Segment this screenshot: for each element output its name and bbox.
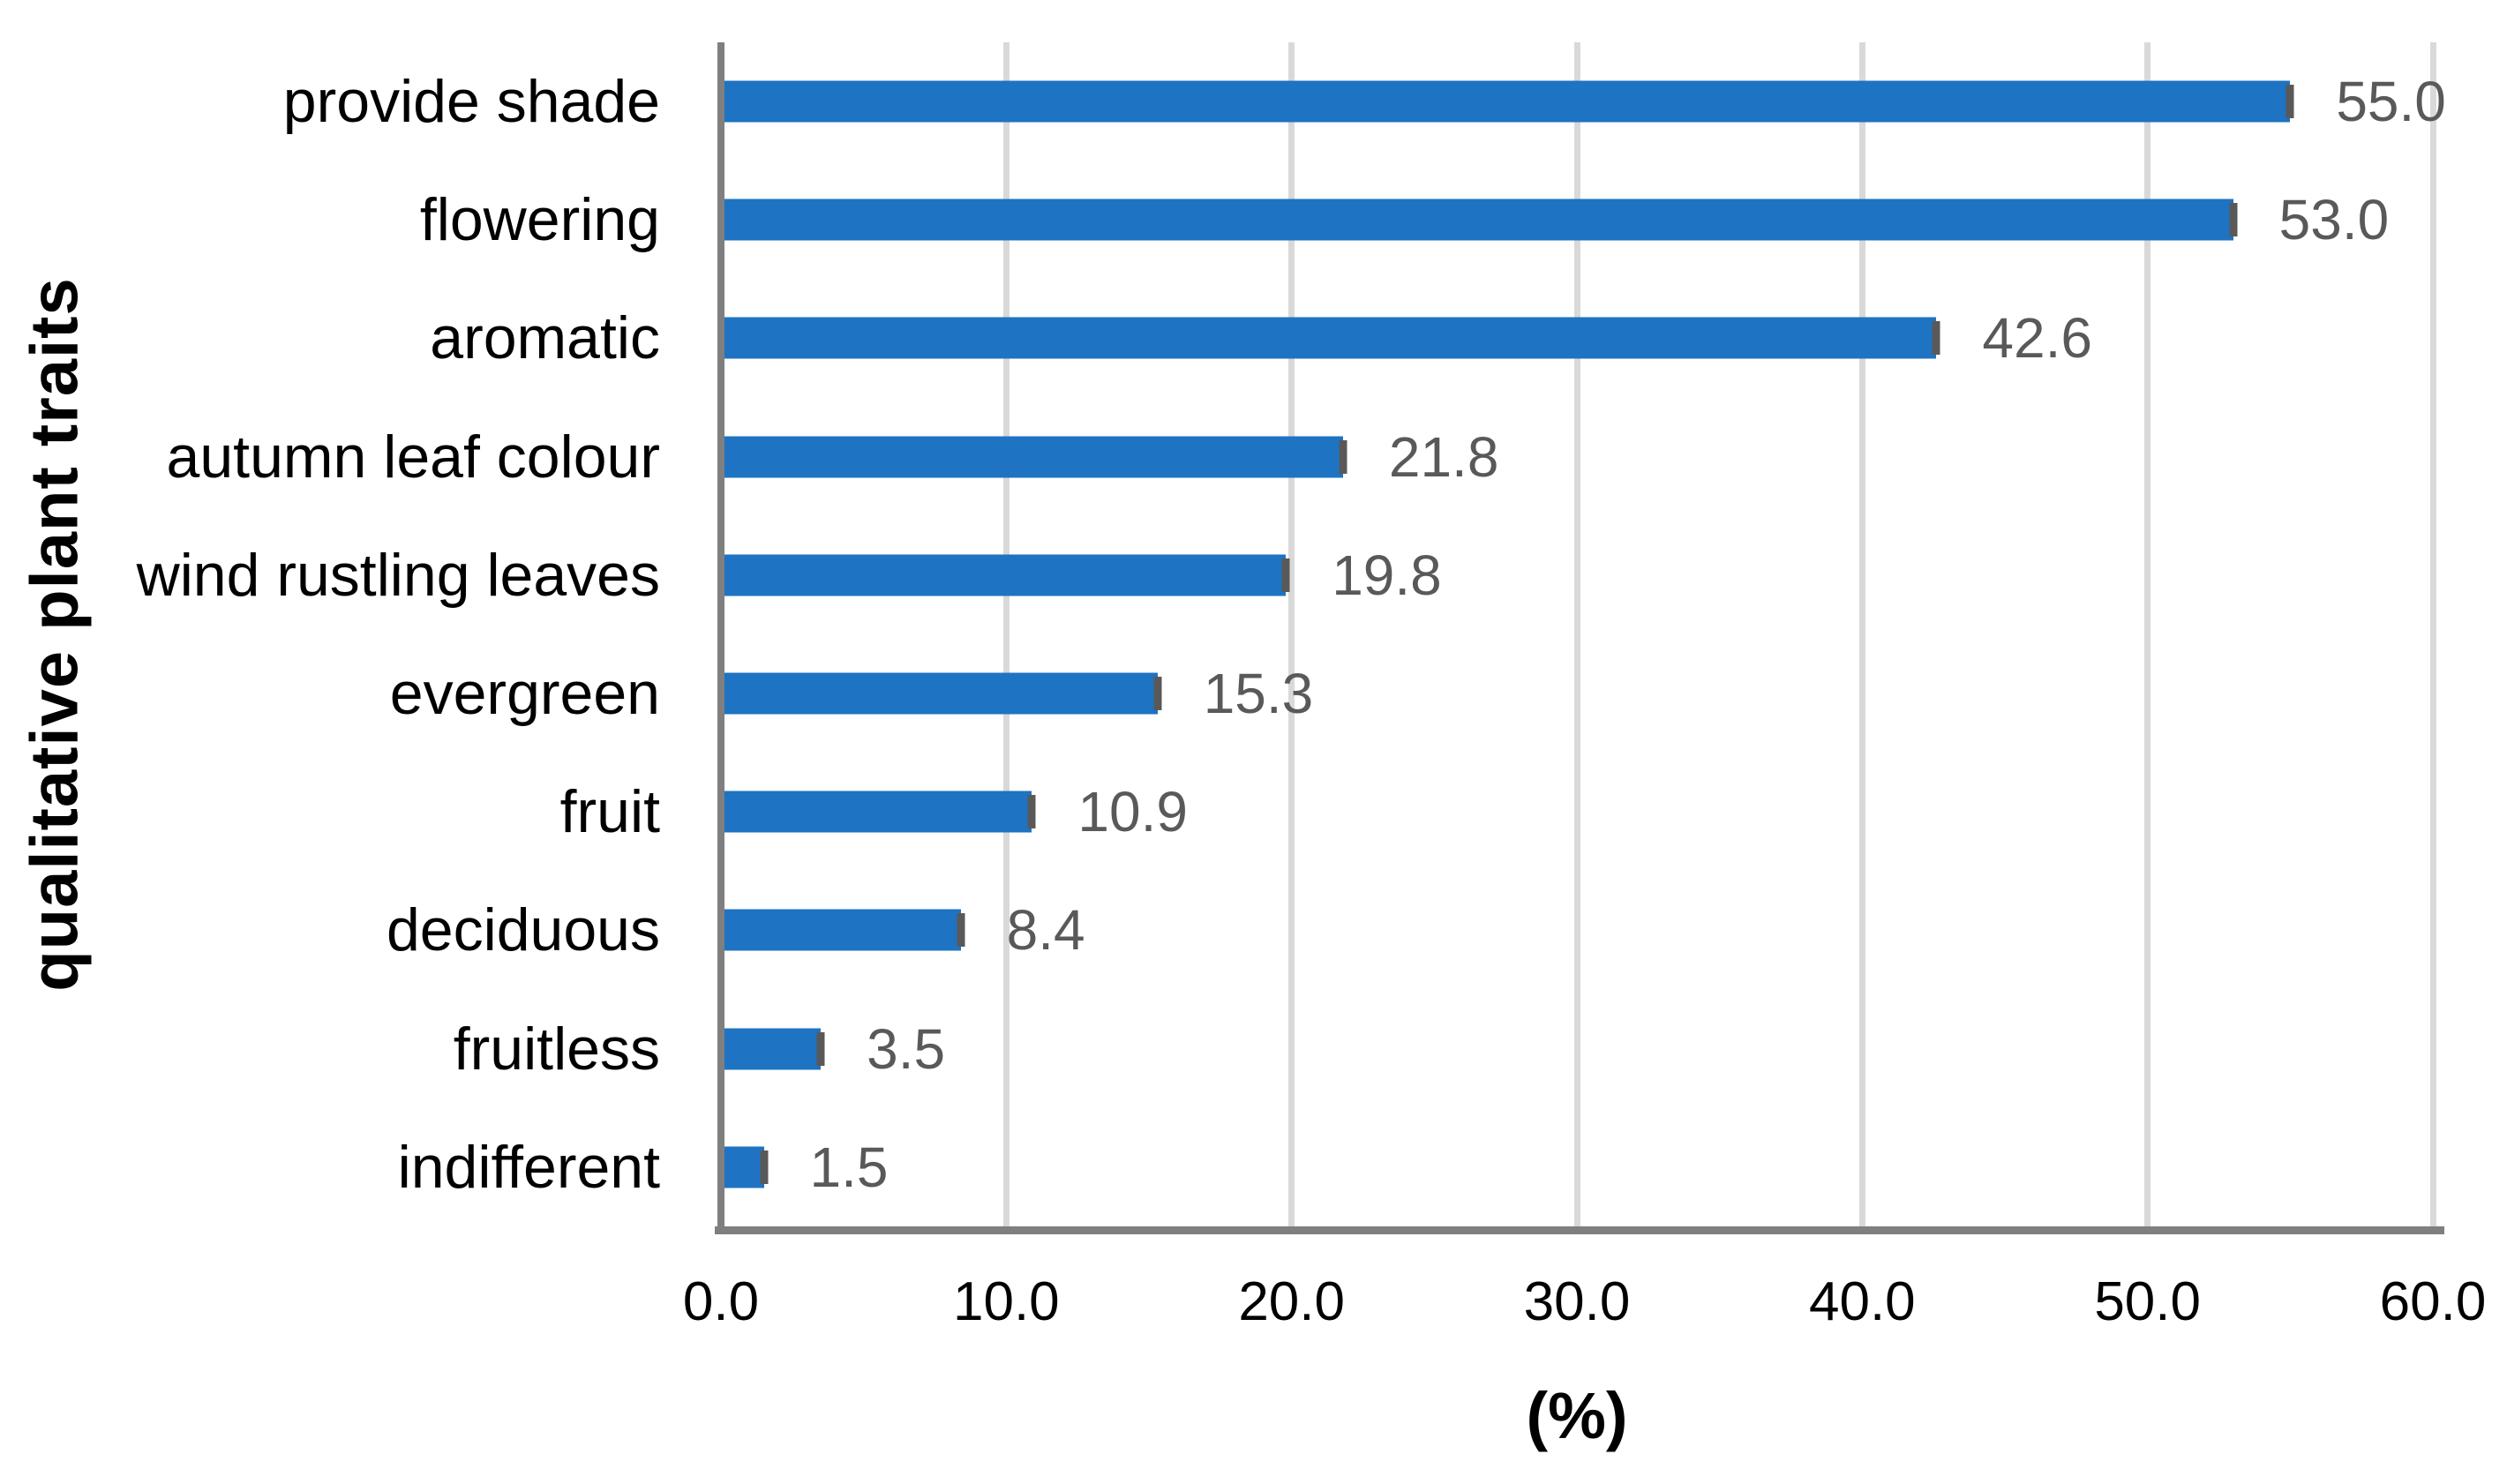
category-label: provide shade bbox=[282, 68, 660, 136]
error-bar-cap bbox=[760, 1150, 768, 1184]
vertical-gridline bbox=[1002, 42, 1010, 1226]
bar bbox=[721, 199, 2233, 241]
bar-row: 42.6 bbox=[721, 279, 2433, 397]
category-axis-labels: provide shade flowering aromatic autumn lea… bbox=[0, 42, 721, 1226]
bar-value-label: 15.3 bbox=[1203, 662, 1314, 726]
error-bar-cap bbox=[2229, 203, 2238, 237]
bar bbox=[721, 80, 2291, 123]
bar-row: 55.0 bbox=[721, 42, 2446, 161]
x-tick-label: 50.0 bbox=[2094, 1271, 2201, 1332]
error-bar-cap bbox=[816, 1031, 825, 1066]
bar-value-label: 42.6 bbox=[1982, 306, 2092, 371]
bar-row: 10.9 bbox=[721, 753, 2433, 871]
bar-row: 1.5 bbox=[721, 1108, 2433, 1226]
vertical-gridline bbox=[2429, 42, 2436, 1226]
error-bar-cap bbox=[1339, 439, 1347, 474]
bar bbox=[721, 1146, 764, 1188]
bar bbox=[721, 317, 1937, 359]
bar-row: 19.8 bbox=[721, 516, 2433, 634]
x-tick-label: 0.0 bbox=[682, 1271, 760, 1332]
x-axis-title: (%) bbox=[1526, 1379, 1628, 1452]
category-label: deciduous bbox=[386, 896, 660, 964]
bar bbox=[721, 909, 961, 951]
x-tick-label: 10.0 bbox=[952, 1271, 1060, 1332]
x-axis-tick-labels: 0.0 10.0 20.0 30.0 40.0 50.0 60.0 bbox=[683, 1270, 2486, 1350]
x-tick-label: 20.0 bbox=[1238, 1271, 1345, 1332]
bar-row: 15.3 bbox=[721, 634, 2433, 753]
category-label: indifferent bbox=[397, 1133, 660, 1201]
bar bbox=[721, 554, 1287, 596]
error-bar-cap bbox=[957, 913, 965, 948]
bar-value-label: 10.9 bbox=[1077, 780, 1188, 844]
vertical-gridline bbox=[1288, 42, 1295, 1226]
category-label: wind rustling leaves bbox=[136, 541, 660, 609]
bar-value-label: 19.8 bbox=[1332, 543, 1442, 607]
error-bar-cap bbox=[2286, 85, 2294, 119]
bar-value-label: 53.0 bbox=[2278, 188, 2390, 252]
category-label: fruit bbox=[559, 778, 660, 846]
bar-row: 3.5 bbox=[721, 990, 2433, 1108]
bar-value-label: 3.5 bbox=[867, 1016, 946, 1081]
category-label: flowering bbox=[419, 186, 660, 254]
bar-row: 53.0 bbox=[721, 161, 2433, 279]
x-tick-label: 40.0 bbox=[1808, 1271, 1916, 1332]
plot-area: 55.0 53.0 42.6 21.8 19.8 15.3 10.9 8.4 3.5 1.5 bbox=[715, 42, 2446, 1234]
x-axis-line bbox=[715, 1226, 2444, 1234]
category-label: autumn leaf colour bbox=[166, 423, 660, 491]
bar bbox=[721, 1028, 822, 1070]
category-label: aromatic bbox=[430, 304, 660, 372]
bar-value-label: 21.8 bbox=[1388, 424, 1499, 489]
category-label: fruitless bbox=[453, 1015, 660, 1083]
bar-row: 21.8 bbox=[721, 398, 2433, 516]
bar bbox=[721, 791, 1032, 833]
bar bbox=[721, 436, 1343, 478]
bar-row: 8.4 bbox=[721, 871, 2433, 989]
bar bbox=[721, 672, 1158, 715]
error-bar-cap bbox=[1281, 558, 1290, 592]
error-bar-cap bbox=[1027, 795, 1036, 829]
x-tick-label: 30.0 bbox=[1523, 1271, 1631, 1332]
error-bar-cap bbox=[1932, 321, 1940, 356]
bar-value-label: 55.0 bbox=[2336, 70, 2446, 134]
bar-value-label: 8.4 bbox=[1006, 898, 1085, 963]
bar-value-label: 1.5 bbox=[809, 1135, 889, 1199]
vertical-gridline bbox=[1858, 42, 1865, 1226]
category-label: evergreen bbox=[389, 660, 660, 728]
x-tick-label: 60.0 bbox=[2379, 1271, 2487, 1332]
error-bar-cap bbox=[1153, 677, 1162, 711]
y-axis-line bbox=[717, 42, 724, 1226]
vertical-gridline bbox=[2144, 42, 2151, 1226]
vertical-gridline bbox=[1573, 42, 1580, 1226]
